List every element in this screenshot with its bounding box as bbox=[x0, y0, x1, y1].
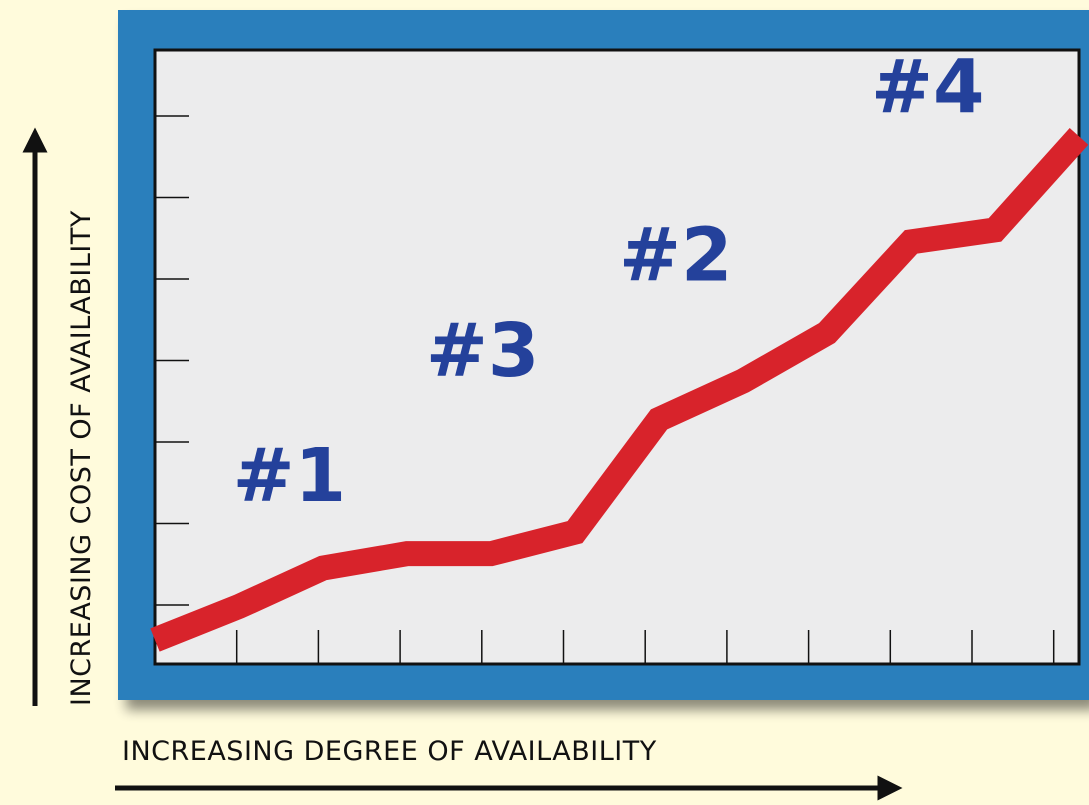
zone-label: #2 bbox=[619, 212, 733, 298]
series-line bbox=[150, 127, 1089, 652]
zone-label: #4 bbox=[871, 44, 985, 130]
y-axis-label: INCREASING COST OF AVAILABILITY bbox=[66, 210, 97, 706]
x-axis-label: INCREASING DEGREE OF AVAILABILITY bbox=[122, 736, 657, 767]
zone-label: #3 bbox=[426, 308, 540, 394]
series-group bbox=[150, 127, 1089, 652]
zone-labels: #1 #3 #2 #4 bbox=[233, 44, 985, 519]
axis-ticks bbox=[155, 115, 1055, 664]
zone-label: #1 bbox=[233, 433, 347, 519]
